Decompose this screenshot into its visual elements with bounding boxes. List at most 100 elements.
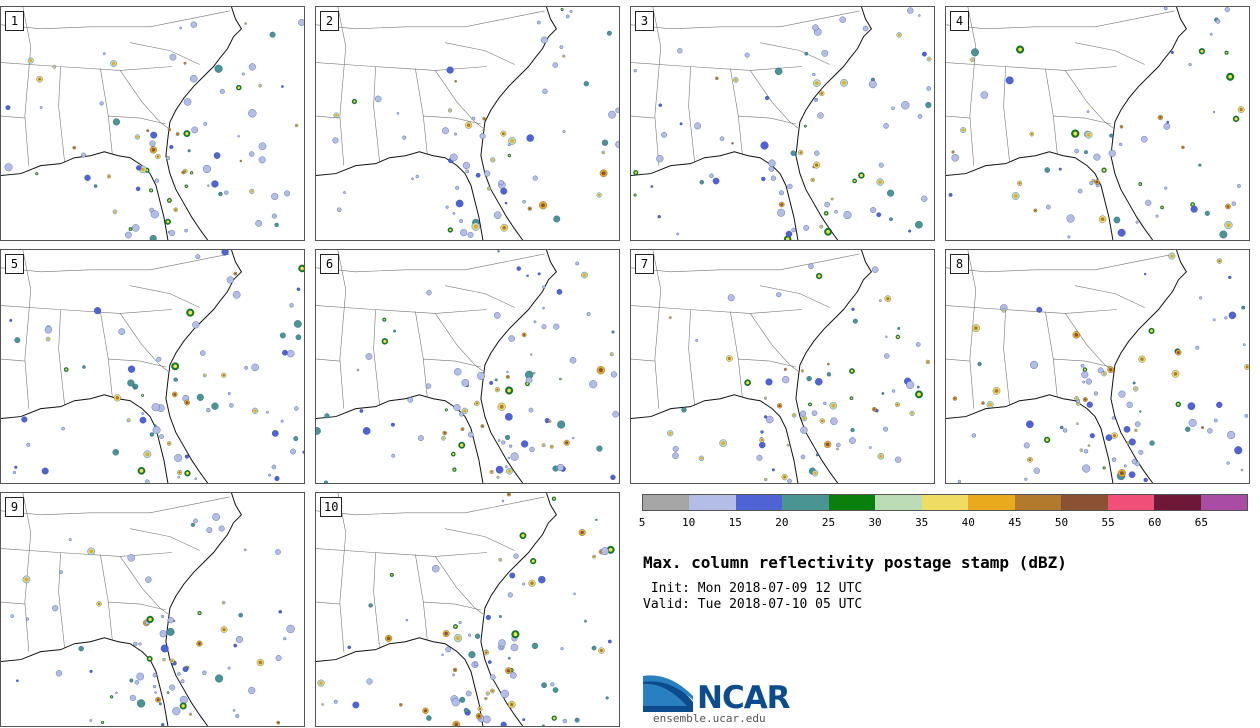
reflectivity-cell	[451, 698, 460, 707]
reflectivity-cell	[650, 185, 654, 188]
state-border	[946, 358, 970, 362]
reflectivity-cell	[1207, 428, 1213, 434]
reflectivity-cell	[562, 130, 566, 134]
reflectivity-cell	[520, 440, 529, 448]
reflectivity-cell	[605, 696, 609, 700]
reflectivity-cell	[298, 19, 304, 26]
reflectivity-cell	[226, 276, 234, 284]
reflectivity-core	[593, 555, 595, 558]
member-label: 5	[5, 254, 24, 274]
state-border	[373, 66, 380, 162]
reflectivity-cell	[359, 409, 364, 413]
reflectivity-cell	[615, 140, 619, 149]
reflectivity-cell	[815, 378, 823, 386]
reflectivity-core	[234, 272, 237, 275]
reflectivity-core	[181, 704, 185, 708]
reflectivity-core	[1102, 168, 1106, 172]
reflectivity-cell	[248, 686, 256, 695]
reflectivity-core	[240, 160, 242, 162]
reflectivity-cell	[1242, 343, 1246, 347]
reflectivity-core	[168, 442, 171, 445]
reflectivity-cell	[1058, 167, 1062, 171]
state-border	[1094, 253, 1175, 271]
reflectivity-cell	[513, 553, 519, 559]
reflectivity-cell	[324, 480, 328, 483]
reflectivity-cell	[275, 549, 281, 555]
reflectivity-cell	[507, 592, 513, 598]
reflectivity-cell	[1135, 421, 1141, 427]
reflectivity-cell	[1123, 426, 1131, 433]
reflectivity-cell	[895, 456, 902, 463]
state-border	[22, 493, 32, 652]
valid-time: Valid: Tue 2018-07-10 05 UTC	[643, 597, 863, 612]
reflectivity-core	[156, 698, 160, 702]
reflectivity-cell	[694, 122, 701, 130]
coastline	[1110, 250, 1188, 483]
reflectivity-cell	[206, 407, 211, 413]
reflectivity-cell	[915, 220, 923, 229]
reflectivity-cell	[192, 321, 200, 329]
reflectivity-core	[599, 649, 603, 653]
reflectivity-core	[559, 378, 561, 380]
reflectivity-cell	[52, 605, 59, 612]
reflectivity-cell	[1195, 345, 1200, 350]
reflectivity-core	[533, 372, 535, 374]
reflectivity-cell	[484, 170, 491, 177]
reflectivity-core	[1080, 449, 1083, 451]
reflectivity-cell	[1215, 19, 1221, 24]
reflectivity-colorbar	[642, 494, 1248, 511]
reflectivity-cell	[1144, 272, 1147, 276]
figure-title: Max. column reflectivity postage stamp (…	[643, 553, 1067, 572]
reflectivity-core	[1088, 445, 1090, 447]
reflectivity-cell	[187, 149, 191, 153]
reflectivity-core	[171, 659, 174, 663]
reflectivity-cell	[538, 575, 546, 584]
reflectivity-core	[443, 431, 446, 435]
reflectivity-cell	[133, 386, 136, 389]
reflectivity-core	[496, 388, 499, 391]
reflectivity-cell	[510, 672, 517, 679]
coastline	[946, 394, 1114, 483]
reflectivity-cell	[1241, 305, 1246, 310]
reflectivity-core	[473, 224, 478, 229]
reflectivity-core	[896, 403, 899, 406]
reflectivity-cell	[1062, 428, 1068, 433]
reflectivity-core	[785, 237, 790, 240]
reflectivity-cell	[1228, 275, 1232, 280]
reflectivity-cell	[768, 166, 775, 172]
reflectivity-cell	[868, 80, 877, 89]
reflectivity-core	[189, 713, 192, 715]
reflectivity-cell	[136, 699, 146, 708]
state-border	[946, 62, 1117, 71]
reflectivity-core	[1083, 368, 1086, 371]
reflectivity-cell	[1080, 363, 1085, 368]
reflectivity-core	[799, 151, 802, 154]
state-border	[1, 601, 25, 605]
reflectivity-core	[784, 368, 787, 371]
reflectivity-cell	[215, 674, 224, 683]
reflectivity-core	[484, 697, 487, 700]
state-border	[445, 42, 515, 65]
reflectivity-cell	[774, 67, 783, 76]
reflectivity-cell	[1111, 457, 1117, 462]
reflectivity-cell	[269, 31, 276, 38]
reflectivity-cell	[510, 452, 519, 461]
reflectivity-core	[444, 631, 448, 636]
reflectivity-cell	[826, 372, 832, 377]
basemap	[316, 7, 619, 240]
reflectivity-core	[497, 476, 499, 478]
reflectivity-core	[827, 363, 829, 365]
reflectivity-cell	[559, 45, 564, 49]
reflectivity-cell	[82, 365, 86, 369]
state-border	[445, 528, 515, 551]
reflectivity-cell	[151, 403, 160, 412]
reflectivity-core	[300, 266, 304, 271]
reflectivity-cell	[1084, 150, 1088, 155]
reflectivity-cell	[1138, 449, 1144, 455]
reflectivity-cell	[182, 666, 189, 673]
reflectivity-cell	[540, 36, 548, 44]
ensemble-member-panel-10: 10	[315, 492, 620, 727]
reflectivity-cell	[584, 619, 587, 623]
reflectivity-cell	[915, 342, 921, 347]
reflectivity-cell	[99, 101, 104, 106]
